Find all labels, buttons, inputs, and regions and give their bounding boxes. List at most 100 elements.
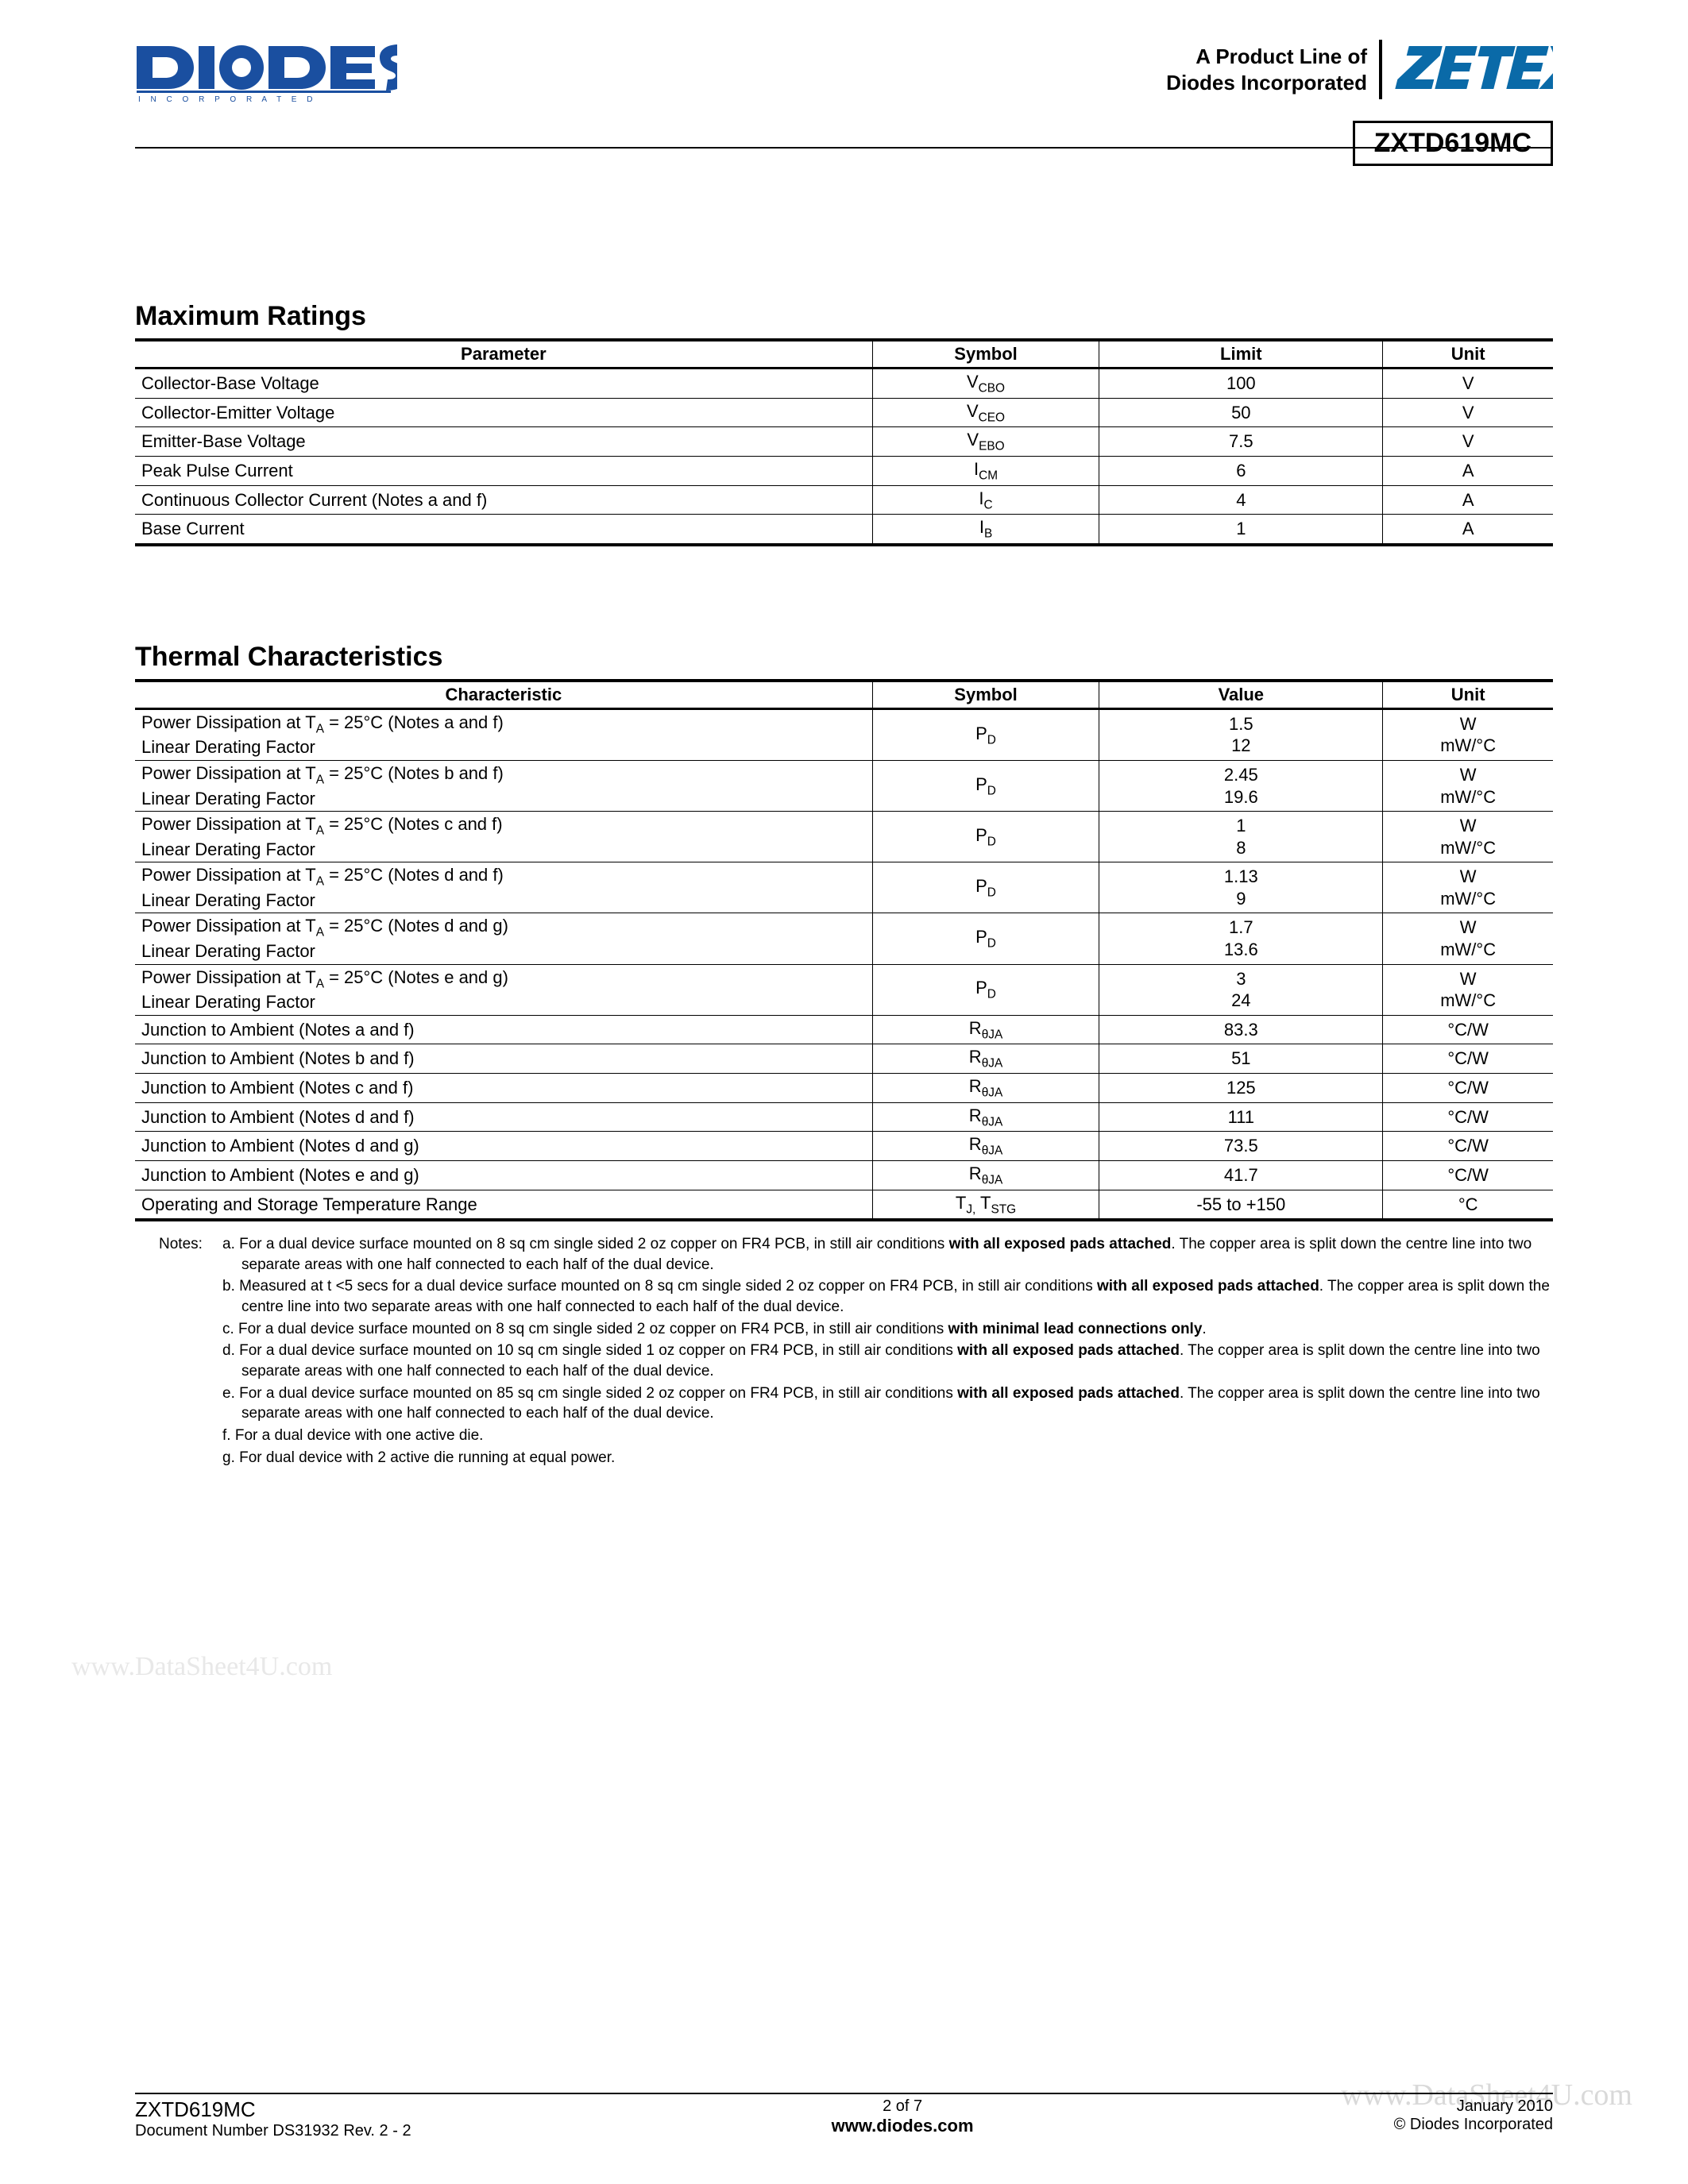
cell-symbol: PD <box>872 812 1099 862</box>
cell-value: 1.139 <box>1099 862 1383 913</box>
cell-symbol: PD <box>872 964 1099 1015</box>
cell-value: 73.5 <box>1099 1132 1383 1161</box>
page-header: I N C O R P O R A T E D A Product Line o… <box>135 40 1553 103</box>
cell-value: 41.7 <box>1099 1160 1383 1190</box>
table-row: Operating and Storage Temperature RangeT… <box>135 1190 1553 1220</box>
thermal-table: Characteristic Symbol Value Unit Power D… <box>135 679 1553 1221</box>
cell-unit: WmW/°C <box>1383 760 1553 811</box>
cell-characteristic: Power Dissipation at TA = 25°C (Notes e … <box>135 964 872 1015</box>
table-row: Power Dissipation at TA = 25°C (Notes d … <box>135 862 1553 913</box>
cell-symbol: PD <box>872 862 1099 913</box>
table-row: Junction to Ambient (Notes e and g)RθJA4… <box>135 1160 1553 1190</box>
cell-characteristic: Power Dissipation at TA = 25°C (Notes b … <box>135 760 872 811</box>
cell-value: 111 <box>1099 1102 1383 1132</box>
note-item: g. For dual device with 2 active die run… <box>222 1448 1553 1468</box>
max-ratings-section: Maximum Ratings Parameter Symbol Limit U… <box>135 301 1553 546</box>
cell-limit: 50 <box>1099 398 1383 427</box>
cell-unit: WmW/°C <box>1383 964 1553 1015</box>
notes-label: Notes: <box>135 1234 222 1469</box>
footer-url: www.diodes.com <box>832 2116 974 2136</box>
max-ratings-title: Maximum Ratings <box>135 301 1553 332</box>
footer-part-number: ZXTD619MC <box>135 2097 411 2122</box>
footer-copyright: © Diodes Incorporated <box>1394 2116 1553 2134</box>
cell-symbol: RθJA <box>872 1073 1099 1102</box>
cell-limit: 7.5 <box>1099 427 1383 457</box>
col-unit: Unit <box>1383 681 1553 709</box>
table-row: Collector-Base VoltageVCBO100V <box>135 369 1553 399</box>
cell-symbol: RθJA <box>872 1102 1099 1132</box>
cell-symbol: PD <box>872 913 1099 964</box>
footer-page: 2 of 7 <box>832 2097 974 2116</box>
note-item: f. For a dual device with one active die… <box>222 1426 1553 1446</box>
col-value: Value <box>1099 681 1383 709</box>
col-unit: Unit <box>1383 340 1553 369</box>
header-right: A Product Line of Diodes Incorporated <box>1166 40 1553 99</box>
table-row: Peak Pulse CurrentICM6A <box>135 456 1553 485</box>
page-footer: ZXTD619MC Document Number DS31932 Rev. 2… <box>135 2093 1553 2140</box>
table-header-row: Parameter Symbol Limit Unit <box>135 340 1553 369</box>
cell-symbol: RθJA <box>872 1015 1099 1044</box>
product-line-2: Diodes Incorporated <box>1166 71 1367 95</box>
table-row: Junction to Ambient (Notes a and f)RθJA8… <box>135 1015 1553 1044</box>
cell-value: 51 <box>1099 1044 1383 1074</box>
footer-date: January 2010 <box>1394 2097 1553 2116</box>
cell-limit: 100 <box>1099 369 1383 399</box>
table-row: Power Dissipation at TA = 25°C (Notes d … <box>135 913 1553 964</box>
cell-characteristic: Junction to Ambient (Notes a and f) <box>135 1015 872 1044</box>
table-row: Collector-Emitter VoltageVCEO50V <box>135 398 1553 427</box>
cell-symbol: PD <box>872 708 1099 760</box>
cell-unit: °C/W <box>1383 1160 1553 1190</box>
cell-unit: V <box>1383 369 1553 399</box>
col-characteristic: Characteristic <box>135 681 872 709</box>
cell-value: 18 <box>1099 812 1383 862</box>
cell-limit: 6 <box>1099 456 1383 485</box>
cell-characteristic: Junction to Ambient (Notes e and g) <box>135 1160 872 1190</box>
cell-limit: 1 <box>1099 515 1383 545</box>
cell-unit: WmW/°C <box>1383 862 1553 913</box>
cell-unit: °C/W <box>1383 1044 1553 1074</box>
notes-body: a. For a dual device surface mounted on … <box>222 1234 1553 1469</box>
cell-unit: °C <box>1383 1190 1553 1220</box>
table-row: Base CurrentIB1A <box>135 515 1553 545</box>
note-item: a. For a dual device surface mounted on … <box>222 1234 1553 1275</box>
cell-parameter: Collector-Base Voltage <box>135 369 872 399</box>
header-rule <box>135 147 1553 149</box>
cell-value: 2.4519.6 <box>1099 760 1383 811</box>
cell-symbol: PD <box>872 760 1099 811</box>
part-number-box: ZXTD619MC <box>1353 121 1553 166</box>
cell-characteristic: Junction to Ambient (Notes c and f) <box>135 1073 872 1102</box>
col-symbol: Symbol <box>872 340 1099 369</box>
footer-right: January 2010 © Diodes Incorporated <box>1394 2097 1553 2134</box>
cell-value: -55 to +150 <box>1099 1190 1383 1220</box>
cell-value: 1.713.6 <box>1099 913 1383 964</box>
thermal-section: Thermal Characteristics Characteristic S… <box>135 642 1553 1469</box>
table-row: Power Dissipation at TA = 25°C (Notes a … <box>135 708 1553 760</box>
col-parameter: Parameter <box>135 340 872 369</box>
cell-unit: V <box>1383 398 1553 427</box>
note-item: c. For a dual device surface mounted on … <box>222 1319 1553 1340</box>
cell-parameter: Emitter-Base Voltage <box>135 427 872 457</box>
table-row: Power Dissipation at TA = 25°C (Notes c … <box>135 812 1553 862</box>
cell-unit: °C/W <box>1383 1073 1553 1102</box>
cell-parameter: Peak Pulse Current <box>135 456 872 485</box>
cell-symbol: TJ, TSTG <box>872 1190 1099 1220</box>
cell-symbol: IC <box>872 485 1099 515</box>
note-item: b. Measured at t <5 secs for a dual devi… <box>222 1276 1553 1317</box>
table-row: Junction to Ambient (Notes d and g)RθJA7… <box>135 1132 1553 1161</box>
table-header-row: Characteristic Symbol Value Unit <box>135 681 1553 709</box>
cell-unit: WmW/°C <box>1383 812 1553 862</box>
cell-characteristic: Power Dissipation at TA = 25°C (Notes d … <box>135 913 872 964</box>
cell-characteristic: Power Dissipation at TA = 25°C (Notes c … <box>135 812 872 862</box>
cell-parameter: Continuous Collector Current (Notes a an… <box>135 485 872 515</box>
col-limit: Limit <box>1099 340 1383 369</box>
cell-unit: WmW/°C <box>1383 708 1553 760</box>
table-row: Junction to Ambient (Notes c and f)RθJA1… <box>135 1073 1553 1102</box>
cell-unit: WmW/°C <box>1383 913 1553 964</box>
cell-unit: A <box>1383 515 1553 545</box>
cell-symbol: VEBO <box>872 427 1099 457</box>
zetex-logo-icon <box>1394 42 1553 98</box>
product-line-text: A Product Line of Diodes Incorporated <box>1166 44 1367 95</box>
watermark-left: www.DataSheet4U.com <box>71 1652 332 1682</box>
cell-parameter: Collector-Emitter Voltage <box>135 398 872 427</box>
cell-value: 324 <box>1099 964 1383 1015</box>
